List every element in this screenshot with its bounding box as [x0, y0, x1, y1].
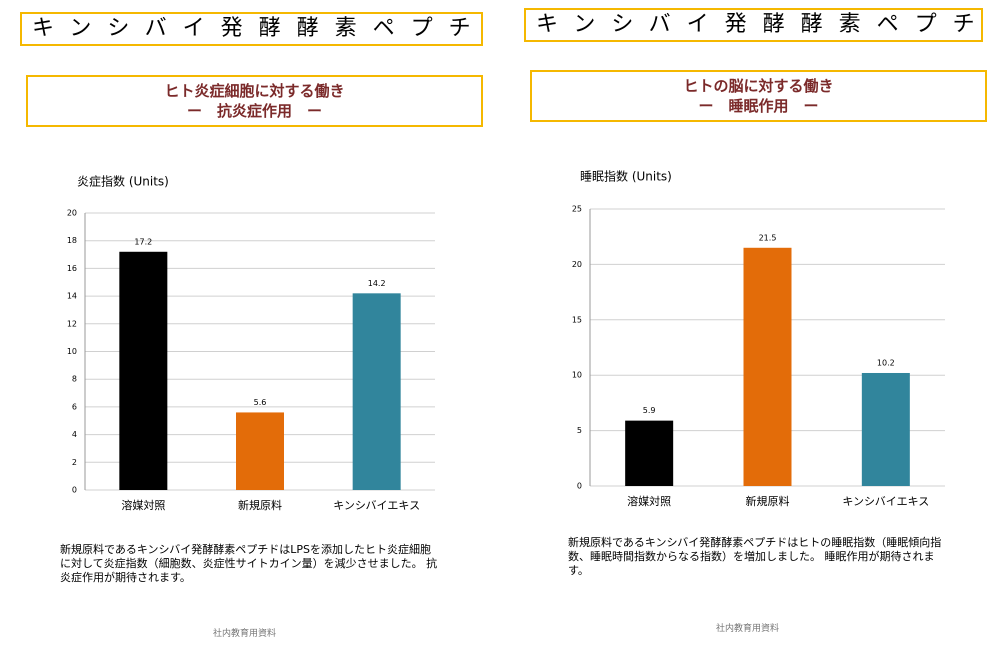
y-tick-label: 0: [577, 482, 582, 491]
bar: [743, 247, 792, 486]
data-label: 5.6: [254, 398, 267, 407]
caption: 新規原料であるキンシバイ発酵酵素ペプチドはLPSを添加したヒト炎症細胞に対して炎…: [60, 543, 438, 584]
header-box: キンシバイ発酵酵素ペプチド: [20, 12, 483, 46]
y-axis-label: 睡眠指数 (Units): [580, 169, 672, 184]
y-tick-label: 15: [572, 315, 582, 324]
title: ヒト炎症細胞に対する働き: [164, 82, 345, 100]
bar: [352, 293, 401, 490]
title: ヒトの脳に対する働き: [683, 77, 834, 95]
data-label: 10.2: [877, 358, 895, 367]
y-tick-label: 5: [577, 426, 582, 435]
subtitle: ー 抗炎症作用 ー: [186, 102, 322, 120]
y-tick-label: 18: [67, 236, 77, 245]
bar: [119, 251, 168, 490]
bar: [625, 420, 674, 486]
data-label: 5.9: [643, 406, 656, 415]
y-tick-label: 2: [72, 458, 77, 467]
title-box: ヒトの脳に対する働きー 睡眠作用 ー: [530, 70, 987, 122]
data-label: 21.5: [759, 233, 777, 242]
x-tick-label: 新規原料: [746, 494, 790, 508]
y-tick-label: 20: [67, 209, 77, 218]
y-tick-label: 8: [72, 375, 77, 384]
data-label: 17.2: [134, 237, 152, 246]
y-tick-label: 0: [72, 486, 77, 495]
bar: [861, 372, 910, 486]
subtitle: ー 睡眠作用 ー: [698, 97, 819, 115]
y-tick-label: 10: [572, 371, 582, 380]
x-tick-label: 溶媒対照: [627, 494, 671, 508]
bar: [236, 412, 284, 490]
x-tick-label: 溶媒対照: [121, 498, 165, 512]
title-box: ヒト炎症細胞に対する働きー 抗炎症作用 ー: [26, 75, 483, 127]
y-tick-label: 6: [72, 402, 77, 411]
footer: 社内教育用資料: [716, 624, 780, 634]
header-box: キンシバイ発酵酵素ペプチド: [524, 8, 983, 42]
footer: 社内教育用資料: [213, 629, 277, 639]
x-tick-label: 新規原料: [238, 498, 282, 512]
y-tick-label: 14: [67, 292, 77, 301]
y-tick-label: 25: [572, 205, 582, 214]
x-tick-label: キンシバイエキス: [333, 499, 420, 512]
y-tick-label: 20: [572, 260, 582, 269]
y-tick-label: 12: [67, 319, 77, 328]
caption: 新規原料であるキンシバイ発酵酵素ペプチドはヒトの睡眠指数（睡眠傾向指数、睡眠時間…: [568, 536, 942, 577]
y-tick-label: 10: [67, 347, 77, 356]
y-axis-label: 炎症指数 (Units): [77, 174, 169, 189]
data-label: 14.2: [368, 279, 386, 288]
y-tick-label: 16: [67, 264, 77, 273]
y-tick-label: 4: [72, 430, 77, 439]
x-tick-label: キンシバイエキス: [842, 495, 929, 508]
